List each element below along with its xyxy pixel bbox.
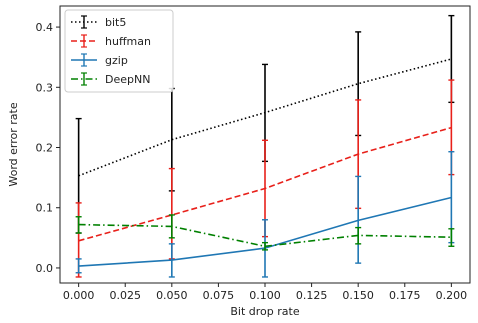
x-axis-ticks: 0.000 0.025 0.050 0.075 0.100 0.125 0.150 0.175… [63, 283, 467, 302]
error-bar [168, 243, 175, 278]
error-bar [75, 258, 82, 274]
legend-item-deepnn: DeepNN [71, 72, 150, 86]
x-tick-label: 0.000 [63, 289, 95, 302]
x-tick-label: 0.025 [109, 289, 141, 302]
x-tick-label: 0.125 [296, 289, 328, 302]
x-tick-label: 0.200 [436, 289, 468, 302]
series-layer [75, 14, 455, 278]
error-bar [262, 241, 268, 251]
y-tick-label: 0.1 [36, 202, 54, 215]
y-tick-label: 0.3 [36, 81, 54, 94]
x-tick-label: 0.100 [249, 289, 281, 302]
y-tick-label: 0.2 [36, 142, 54, 155]
x-tick-label: 0.150 [342, 289, 374, 302]
y-tick-label: 0.0 [36, 262, 54, 275]
y-axis-ticks: 0.0 0.1 0.2 0.3 0.4 [36, 21, 60, 275]
x-tick-label: 0.075 [203, 289, 235, 302]
legend-item-gzip: gzip [71, 53, 128, 67]
error-bar [355, 175, 362, 264]
x-tick-label: 0.175 [389, 289, 421, 302]
error-bar [448, 228, 455, 247]
error-bar [355, 226, 362, 245]
legend-label: gzip [105, 54, 128, 67]
legend-label: DeepNN [105, 73, 150, 86]
legend-item-huffman: huffman [71, 34, 151, 48]
x-axis-label: Bit drop rate [230, 305, 299, 318]
y-tick-label: 0.4 [36, 21, 54, 34]
x-tick-label: 0.050 [156, 289, 188, 302]
error-bar [168, 214, 175, 239]
legend-label: huffman [105, 35, 151, 48]
legend: bit5 huffman gzip DeepNN [64, 9, 174, 93]
legend-box [64, 9, 174, 93]
y-axis-label: Word error rate [7, 102, 20, 186]
series-deepnn [75, 214, 455, 251]
legend-item-bit5: bit5 [71, 15, 126, 29]
error-bar [75, 216, 82, 234]
legend-label: bit5 [105, 16, 126, 29]
